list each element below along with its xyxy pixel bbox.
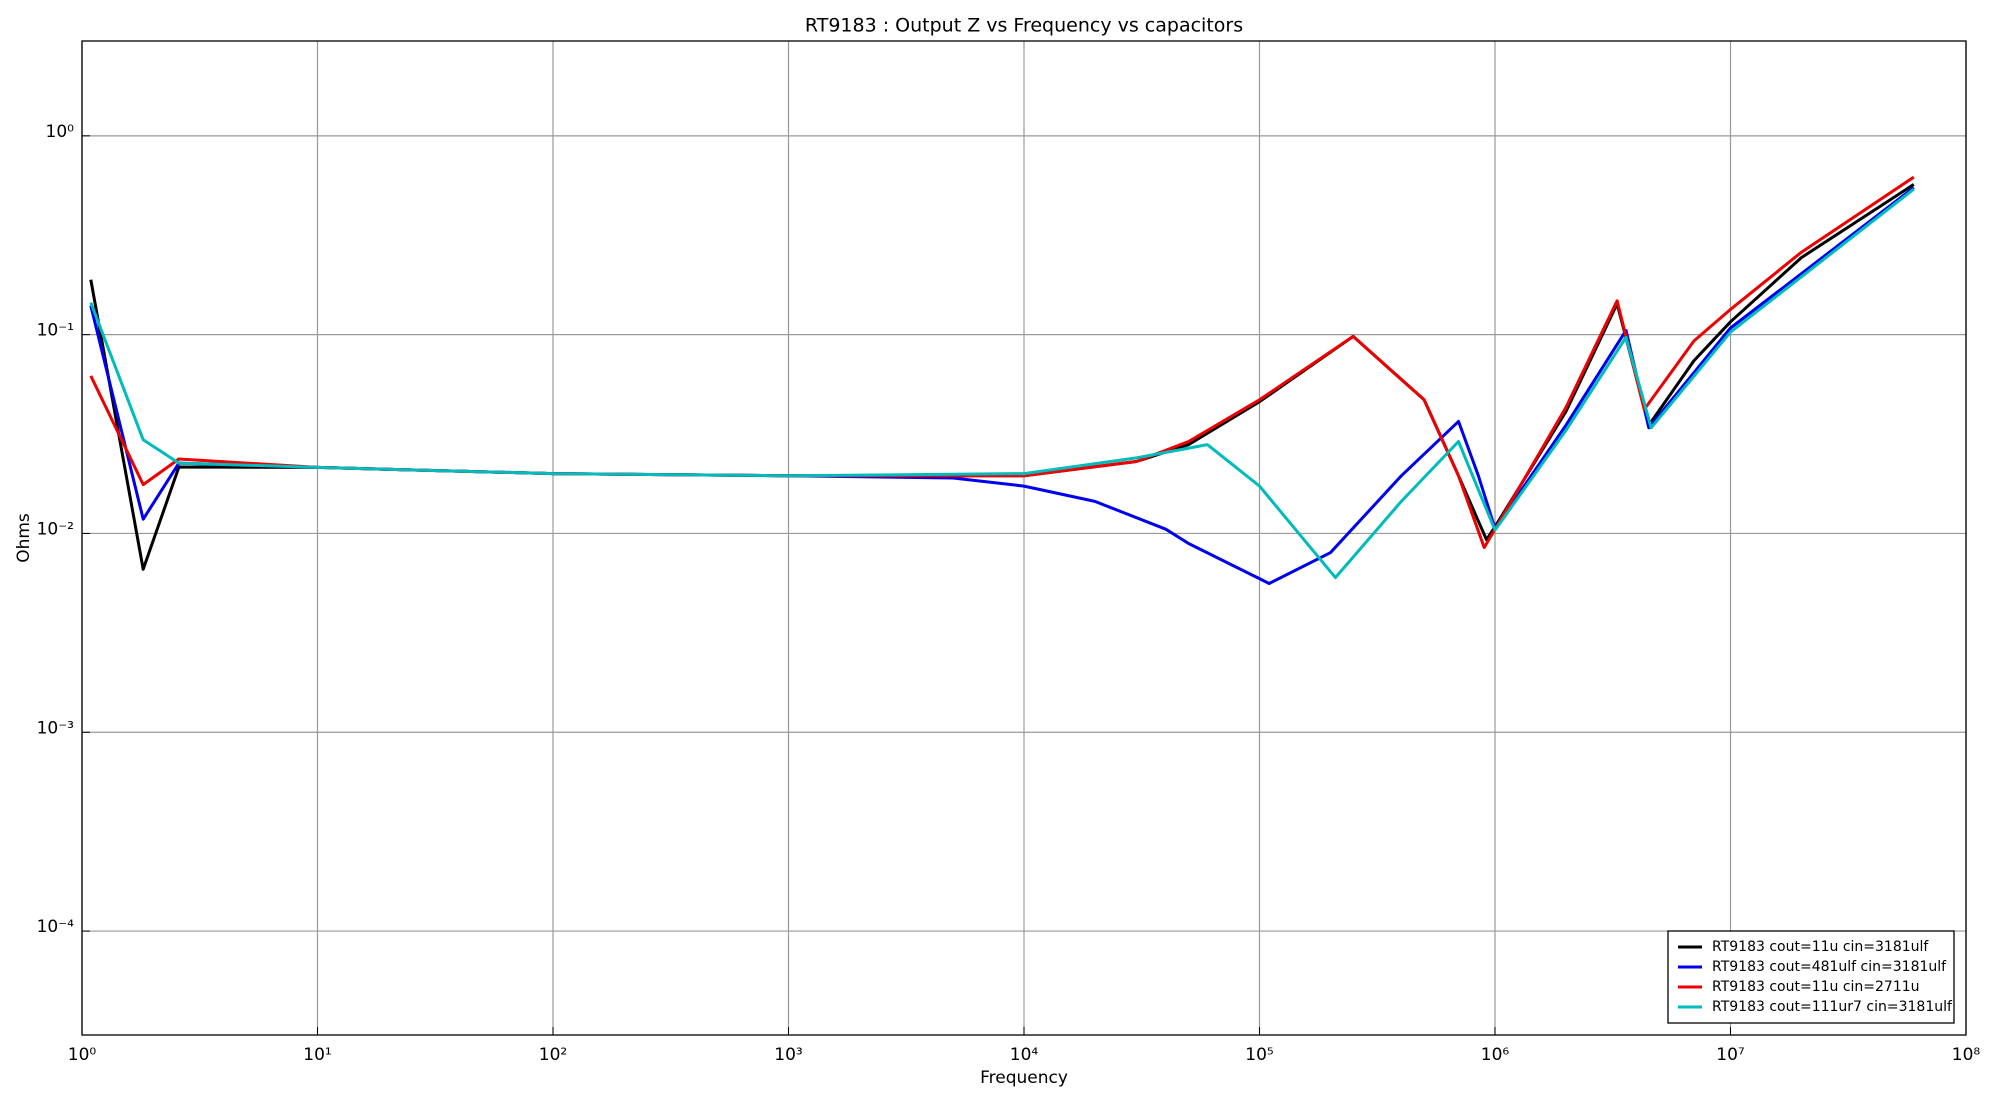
plot-frame xyxy=(81,40,1967,1036)
x-tick-label: 10² xyxy=(539,1045,567,1065)
series-line xyxy=(89,187,1915,580)
x-tick-label: 10⁶ xyxy=(1481,1045,1510,1065)
legend-box xyxy=(1667,930,1955,1024)
x-tick-label: 10⁵ xyxy=(1245,1045,1273,1065)
legend-label: RT9183 cout=111ur7 cin=3181ulf xyxy=(1712,999,1953,1015)
x-tick-label: 10⁷ xyxy=(1716,1045,1745,1065)
y-tick-label: 10⁻⁴ xyxy=(37,917,75,937)
chart-title: RT9183 : Output Z vs Frequency vs capaci… xyxy=(805,15,1243,37)
legend-label: RT9183 cout=11u cin=2711u xyxy=(1712,979,1920,995)
x-tick-label: 10³ xyxy=(774,1045,802,1065)
legend: RT9183 cout=11u cin=3181ulf RT9183 cout=4… xyxy=(1667,930,1955,1024)
x-tick-label: 10¹ xyxy=(303,1045,331,1065)
x-axis-label: Frequency xyxy=(980,1068,1068,1088)
legend-label: RT9183 cout=11u cin=3181ulf xyxy=(1712,939,1929,955)
y-tick-label: 10⁻¹ xyxy=(37,321,74,341)
x-tick-label: 10⁴ xyxy=(1010,1045,1039,1065)
y-tick-label: 10⁻³ xyxy=(37,718,74,738)
y-tick-label: 10⁰ xyxy=(46,122,75,142)
y-axis-label: Ohms xyxy=(14,513,34,563)
x-tick-label: 10⁸ xyxy=(1952,1045,1981,1065)
legend-label: RT9183 cout=481ulf cin=3181ulf xyxy=(1712,959,1947,975)
series-line xyxy=(89,183,1915,571)
series-line xyxy=(89,175,1915,549)
y-tick-label: 10⁻² xyxy=(37,519,74,539)
x-tick-label: 10⁰ xyxy=(68,1045,97,1065)
